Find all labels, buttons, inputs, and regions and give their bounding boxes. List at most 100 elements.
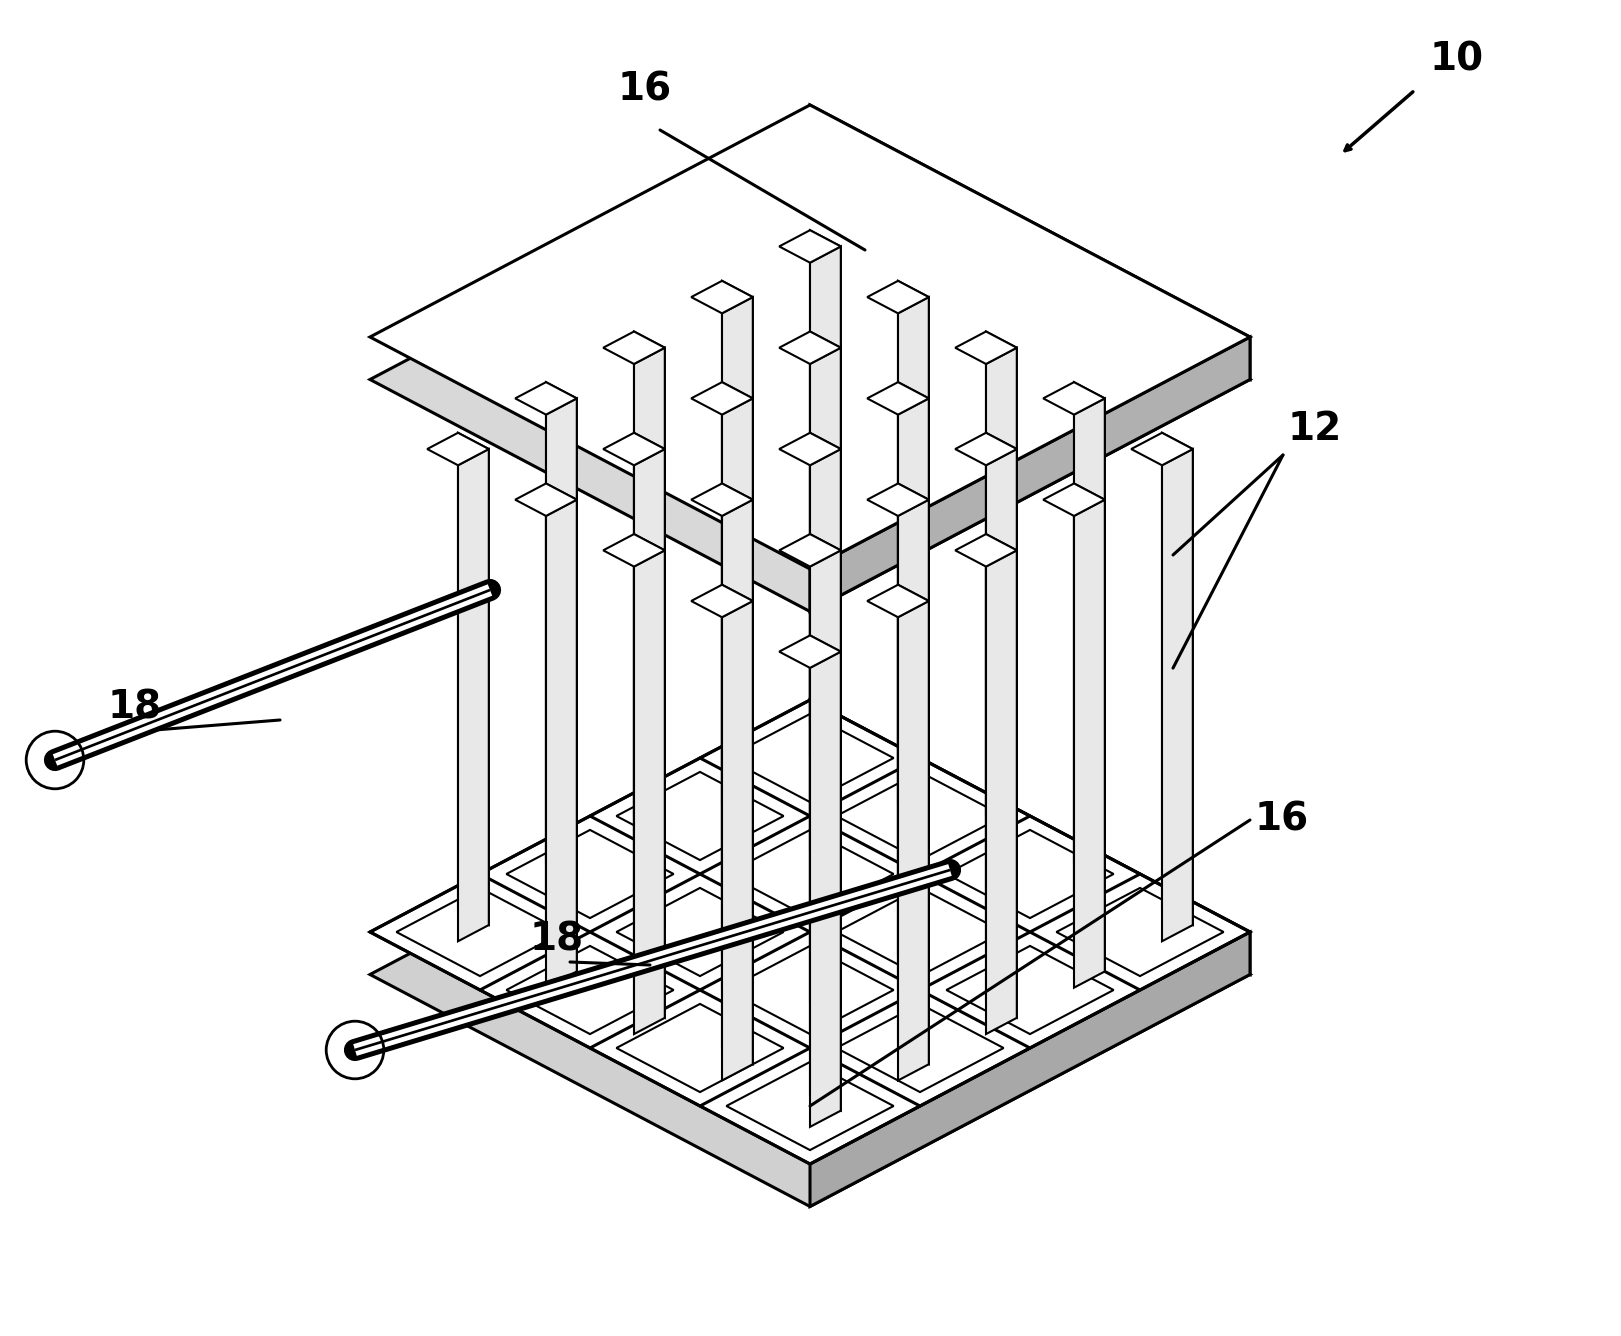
Polygon shape bbox=[867, 382, 929, 414]
Polygon shape bbox=[955, 534, 1016, 566]
Polygon shape bbox=[546, 398, 577, 895]
Polygon shape bbox=[691, 484, 752, 516]
Polygon shape bbox=[726, 830, 893, 918]
Polygon shape bbox=[810, 246, 841, 756]
Polygon shape bbox=[836, 772, 1003, 860]
Polygon shape bbox=[1044, 382, 1106, 414]
Polygon shape bbox=[726, 946, 893, 1034]
Polygon shape bbox=[634, 433, 665, 925]
Polygon shape bbox=[721, 281, 752, 786]
Polygon shape bbox=[898, 601, 929, 1081]
Polygon shape bbox=[721, 500, 752, 987]
Text: 18: 18 bbox=[530, 921, 584, 958]
Polygon shape bbox=[867, 484, 929, 516]
Polygon shape bbox=[810, 449, 841, 942]
Polygon shape bbox=[691, 281, 752, 314]
Polygon shape bbox=[616, 1003, 783, 1092]
Polygon shape bbox=[691, 585, 752, 617]
Polygon shape bbox=[986, 331, 1016, 832]
Polygon shape bbox=[370, 147, 1250, 612]
Polygon shape bbox=[810, 106, 1250, 379]
Polygon shape bbox=[986, 550, 1016, 1034]
Text: 16: 16 bbox=[618, 69, 673, 108]
Polygon shape bbox=[721, 601, 752, 1081]
Polygon shape bbox=[836, 888, 1003, 977]
Polygon shape bbox=[810, 331, 841, 832]
Polygon shape bbox=[546, 382, 577, 879]
Polygon shape bbox=[459, 433, 490, 925]
Polygon shape bbox=[810, 700, 1250, 974]
Polygon shape bbox=[780, 534, 841, 566]
Polygon shape bbox=[428, 433, 490, 465]
Text: 16: 16 bbox=[1255, 800, 1310, 838]
Polygon shape bbox=[691, 382, 752, 414]
Polygon shape bbox=[616, 888, 783, 977]
Polygon shape bbox=[898, 398, 929, 895]
Polygon shape bbox=[1075, 398, 1106, 895]
Polygon shape bbox=[810, 347, 841, 848]
Polygon shape bbox=[370, 700, 1250, 1164]
Polygon shape bbox=[721, 484, 752, 971]
Polygon shape bbox=[515, 382, 577, 414]
Text: 10: 10 bbox=[1430, 40, 1485, 77]
Polygon shape bbox=[986, 433, 1016, 925]
Polygon shape bbox=[810, 652, 841, 1126]
Polygon shape bbox=[1162, 433, 1193, 925]
Polygon shape bbox=[726, 713, 893, 802]
Polygon shape bbox=[721, 382, 752, 879]
Polygon shape bbox=[1075, 500, 1106, 987]
Polygon shape bbox=[898, 484, 929, 971]
Polygon shape bbox=[1131, 433, 1193, 465]
Polygon shape bbox=[867, 585, 929, 617]
Polygon shape bbox=[898, 281, 929, 786]
Text: 18: 18 bbox=[109, 688, 162, 725]
Polygon shape bbox=[1075, 484, 1106, 971]
Polygon shape bbox=[1057, 888, 1224, 977]
Polygon shape bbox=[898, 500, 929, 987]
Polygon shape bbox=[634, 534, 665, 1018]
Polygon shape bbox=[986, 534, 1016, 1018]
Polygon shape bbox=[810, 534, 841, 1018]
Polygon shape bbox=[898, 585, 929, 1065]
Polygon shape bbox=[955, 331, 1016, 363]
Polygon shape bbox=[810, 230, 841, 739]
Polygon shape bbox=[616, 772, 783, 860]
Polygon shape bbox=[986, 449, 1016, 942]
Polygon shape bbox=[721, 297, 752, 802]
Polygon shape bbox=[1075, 382, 1106, 879]
Polygon shape bbox=[634, 550, 665, 1034]
Polygon shape bbox=[726, 1062, 893, 1150]
Polygon shape bbox=[721, 585, 752, 1065]
Polygon shape bbox=[898, 382, 929, 879]
Polygon shape bbox=[506, 946, 674, 1034]
Polygon shape bbox=[810, 636, 841, 1110]
Polygon shape bbox=[780, 636, 841, 668]
Polygon shape bbox=[634, 331, 665, 832]
Polygon shape bbox=[780, 331, 841, 363]
Polygon shape bbox=[603, 433, 665, 465]
Polygon shape bbox=[603, 534, 665, 566]
Polygon shape bbox=[955, 433, 1016, 465]
Polygon shape bbox=[721, 398, 752, 895]
Text: 12: 12 bbox=[1289, 410, 1342, 448]
Polygon shape bbox=[1044, 484, 1106, 516]
Polygon shape bbox=[836, 1003, 1003, 1092]
Polygon shape bbox=[370, 106, 1250, 569]
Polygon shape bbox=[1162, 449, 1193, 942]
Polygon shape bbox=[986, 347, 1016, 848]
Polygon shape bbox=[947, 946, 1114, 1034]
Polygon shape bbox=[810, 933, 1250, 1206]
Polygon shape bbox=[810, 550, 841, 1034]
Polygon shape bbox=[867, 281, 929, 314]
Polygon shape bbox=[780, 230, 841, 263]
Polygon shape bbox=[397, 888, 564, 977]
Polygon shape bbox=[515, 484, 577, 516]
Polygon shape bbox=[603, 331, 665, 363]
Polygon shape bbox=[634, 449, 665, 942]
Polygon shape bbox=[810, 433, 841, 925]
Polygon shape bbox=[370, 743, 1250, 1206]
Polygon shape bbox=[546, 500, 577, 987]
Polygon shape bbox=[898, 297, 929, 802]
Polygon shape bbox=[546, 484, 577, 971]
Polygon shape bbox=[459, 449, 490, 942]
